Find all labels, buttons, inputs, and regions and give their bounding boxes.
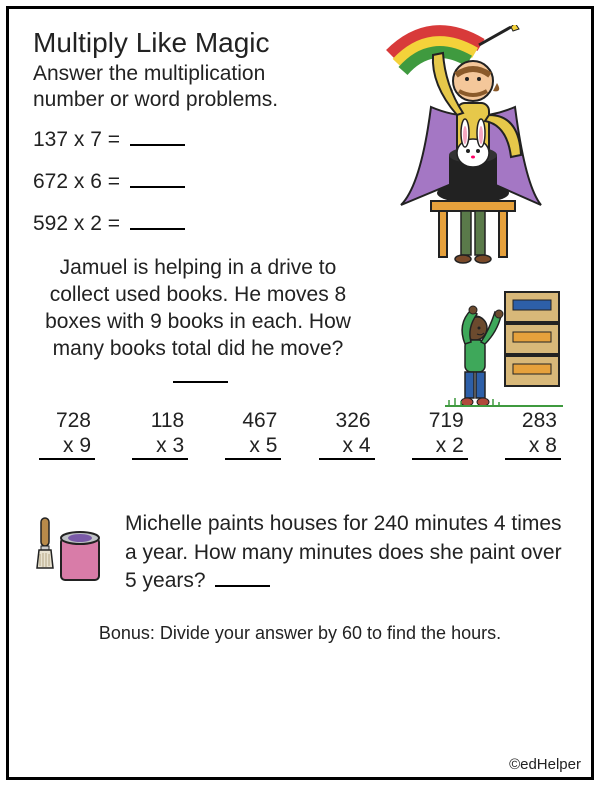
- subtitle-line2: number or word problems.: [33, 88, 278, 111]
- blank-line: [215, 585, 270, 587]
- vert-top: 118: [132, 408, 188, 433]
- boy-boxes-icon: [439, 284, 569, 414]
- vert-bottom: x 4: [319, 433, 375, 460]
- vert-problem-6: 283 x 8: [505, 408, 561, 460]
- vert-problem-3: 467 x 5: [225, 408, 281, 460]
- word-problem-2-wrap: Michelle paints houses for 240 minutes 4…: [33, 510, 567, 595]
- blank-line: [130, 186, 185, 188]
- blank-line: [173, 381, 228, 383]
- vert-problem-1: 728 x 9: [39, 408, 95, 460]
- blank-line: [130, 228, 185, 230]
- paint-icon: [33, 510, 111, 588]
- word-problem-2: Michelle paints houses for 240 minutes 4…: [125, 510, 567, 595]
- horiz-problem-3-text: 592 x 2 =: [33, 212, 120, 235]
- vert-problem-5: 719 x 2: [412, 408, 468, 460]
- horiz-problem-2-text: 672 x 6 =: [33, 170, 120, 193]
- word-problem-2-text: Michelle paints houses for 240 minutes 4…: [125, 512, 562, 592]
- vert-bottom: x 5: [225, 433, 281, 460]
- vert-bottom: x 8: [505, 433, 561, 460]
- credit-text: ©edHelper: [509, 756, 581, 773]
- vert-problem-4: 326 x 4: [319, 408, 375, 460]
- vertical-problems-row: 728 x 9 118 x 3 467 x 5 326 x 4 719 x 2 …: [33, 408, 567, 460]
- blank-line: [130, 144, 185, 146]
- bonus-text: Bonus: Divide your answer by 60 to find …: [33, 623, 567, 644]
- word-problem-1-text: Jamuel is helping in a drive to collect …: [45, 256, 351, 361]
- word-problem-1: Jamuel is helping in a drive to collect …: [33, 254, 363, 390]
- vert-bottom: x 9: [39, 433, 95, 460]
- vert-top: 467: [225, 408, 281, 433]
- vert-bottom: x 3: [132, 433, 188, 460]
- vert-top: 326: [319, 408, 375, 433]
- horiz-problem-1-text: 137 x 7 =: [33, 128, 120, 151]
- vert-top: 728: [39, 408, 95, 433]
- vert-bottom: x 2: [412, 433, 468, 460]
- subtitle-line1: Answer the multiplication: [33, 62, 265, 85]
- magician-icon: [371, 25, 561, 275]
- vert-problem-2: 118 x 3: [132, 408, 188, 460]
